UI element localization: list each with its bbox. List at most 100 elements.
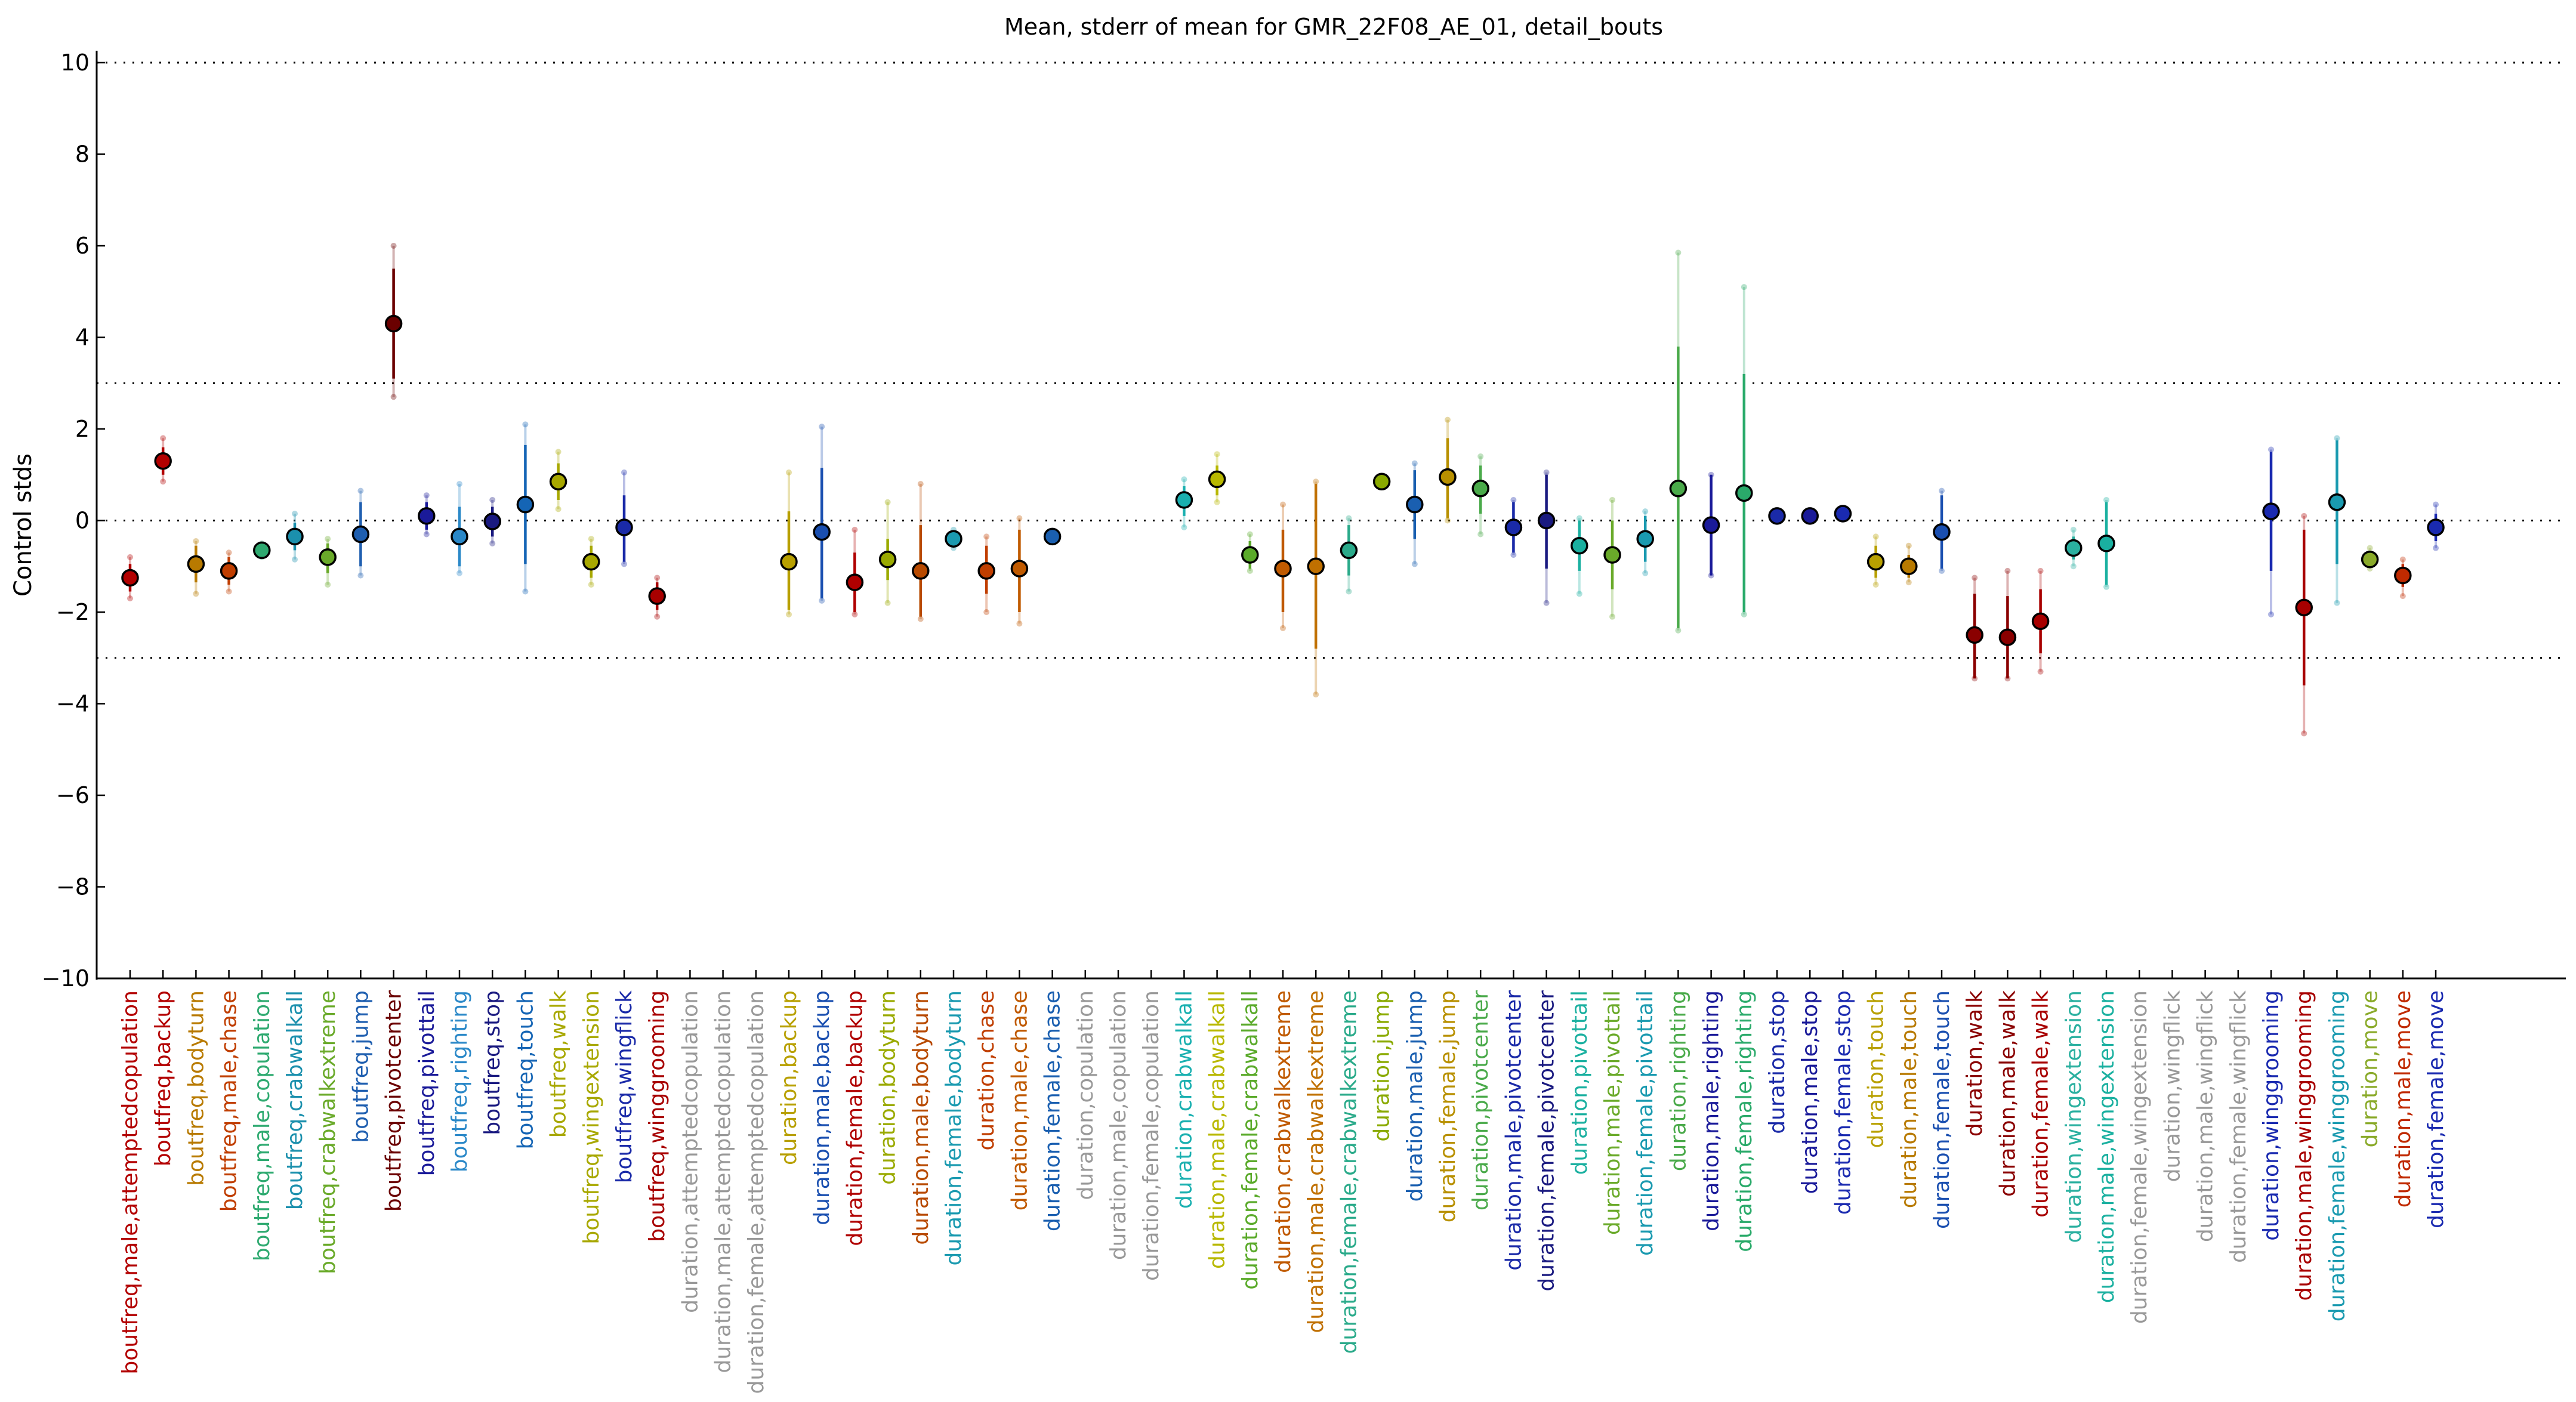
mean-marker	[351, 525, 370, 543]
range-end-top	[786, 469, 792, 475]
range-end-bottom	[2070, 563, 2077, 570]
range-end-top	[357, 487, 364, 494]
mean-marker	[1735, 484, 1753, 502]
range-end-top	[555, 449, 562, 455]
mean-marker	[1471, 480, 1489, 498]
mean-marker	[945, 530, 962, 548]
range-end-bottom	[1642, 570, 1649, 576]
x-tick-label: duration,female,walk	[2029, 990, 2053, 1218]
range-end-bottom	[884, 600, 891, 606]
range-end-top	[1872, 533, 1879, 540]
mean-marker	[1900, 557, 1918, 575]
range-end-top	[522, 421, 529, 428]
x-tick-label: duration,copulation	[1073, 990, 1098, 1200]
x-tick-label: duration,pivottail	[1568, 990, 1592, 1175]
range-end-top	[621, 469, 627, 475]
x-tick-label: boutfreq,wingflick	[612, 990, 637, 1184]
x-tick-label: duration,pivotcenter	[1469, 990, 1493, 1210]
mean-marker	[2262, 502, 2280, 520]
range-end-top	[588, 536, 594, 542]
mean-marker	[286, 527, 304, 546]
mean-marker	[1406, 495, 1424, 514]
x-tick-label: duration,male,move	[2391, 990, 2415, 1208]
mean-marker	[1340, 541, 1358, 560]
mean-marker	[220, 562, 238, 580]
range-end-bottom	[1741, 611, 1747, 617]
x-tick-label: duration,female,bodyturn	[942, 990, 966, 1265]
y-tick-label: −4	[56, 691, 90, 717]
x-tick-label: boutfreq,male,copulation	[250, 990, 274, 1261]
x-tick-label: duration,touch	[1864, 990, 1889, 1148]
mean-marker	[1439, 468, 1457, 486]
mean-marker	[813, 523, 831, 541]
range-end-top	[2399, 556, 2406, 563]
range-end-top	[226, 549, 232, 556]
x-tick-label: duration,male,walk	[1995, 990, 2020, 1197]
x-tick-label: duration,female,chase	[1041, 990, 1065, 1231]
range-end-bottom	[2301, 730, 2307, 737]
x-tick-label: duration,backup	[777, 990, 801, 1165]
range-end-bottom	[1675, 627, 1682, 634]
x-tick-label: duration,female,pivottail	[1633, 990, 1658, 1256]
error-bars	[127, 243, 2439, 737]
x-tick-label: duration,male,wingextension	[2094, 990, 2119, 1303]
mean-marker	[121, 569, 139, 587]
range-end-top	[2367, 545, 2373, 551]
mean-marker	[418, 507, 436, 525]
mean-marker	[1274, 560, 1292, 578]
x-axis	[97, 970, 2566, 980]
x-tick-label: boutfreq,backup	[151, 990, 175, 1166]
mean-marker	[878, 550, 897, 569]
x-tick-label: duration,male,copulation	[1106, 990, 1131, 1260]
range-end-bottom	[2268, 611, 2274, 617]
range-end-top	[1675, 249, 1682, 256]
mean-marker	[154, 452, 172, 470]
range-end-top	[2301, 512, 2307, 519]
x-tick-label: duration,male,bodyturn	[909, 990, 933, 1245]
range-end-bottom	[1346, 588, 1352, 595]
range-end-top	[2334, 435, 2340, 441]
mean-marker	[648, 587, 666, 605]
range-end-bottom	[193, 591, 199, 597]
range-end-bottom	[489, 540, 496, 546]
range-end-top	[917, 481, 924, 487]
range-end-bottom	[2334, 600, 2340, 606]
mean-marker	[1010, 560, 1029, 578]
range-end-top	[884, 499, 891, 505]
range-end-bottom	[357, 572, 364, 579]
mean-marker	[1603, 546, 1621, 564]
x-tick-label: duration,crabwalkall	[1172, 990, 1196, 1209]
x-tick-label: duration,male,wingflick	[2194, 990, 2218, 1242]
x-tick-label: duration,winggrooming	[2259, 990, 2284, 1241]
mean-marker	[1307, 557, 1325, 575]
mean-marker	[384, 314, 403, 333]
range-end-top	[456, 481, 462, 487]
mean-marker	[1834, 505, 1852, 523]
mean-marker	[1571, 536, 1588, 555]
x-tick-label: duration,female,wingextension	[2127, 990, 2152, 1324]
mean-marker	[319, 548, 337, 566]
mean-marker	[2031, 612, 2050, 631]
mean-marker	[1998, 628, 2017, 646]
x-tick-label: boutfreq,crabwalkall	[283, 990, 307, 1210]
x-tick-label: duration,male,winggrooming	[2292, 990, 2316, 1301]
range-end-top	[819, 424, 825, 430]
range-end-top	[1972, 575, 1978, 581]
y-tick-label: 8	[75, 141, 90, 168]
x-tick-label: boutfreq,touch	[513, 990, 538, 1150]
mean-marker	[1933, 523, 1951, 541]
x-tick-label: duration,female,backup	[843, 990, 867, 1246]
range-end-top	[983, 533, 990, 540]
x-tick-label: duration,male,crabwalkall	[1205, 990, 1230, 1269]
mean-marker	[1372, 473, 1391, 491]
range-end-bottom	[226, 588, 232, 595]
x-tick-label: boutfreq,male,chase	[217, 990, 242, 1212]
range-end-bottom	[1214, 499, 1220, 505]
x-tick-label: duration,male,righting	[1699, 990, 1724, 1231]
x-tick-label: duration,walk	[1963, 990, 1987, 1137]
y-axis-label: Control stds	[10, 453, 37, 597]
x-tick-label: duration,bodyturn	[876, 990, 900, 1185]
range-end-top	[1741, 284, 1747, 291]
x-tick-label: duration,attemptedcopulation	[678, 990, 702, 1313]
range-end-bottom	[983, 609, 990, 615]
